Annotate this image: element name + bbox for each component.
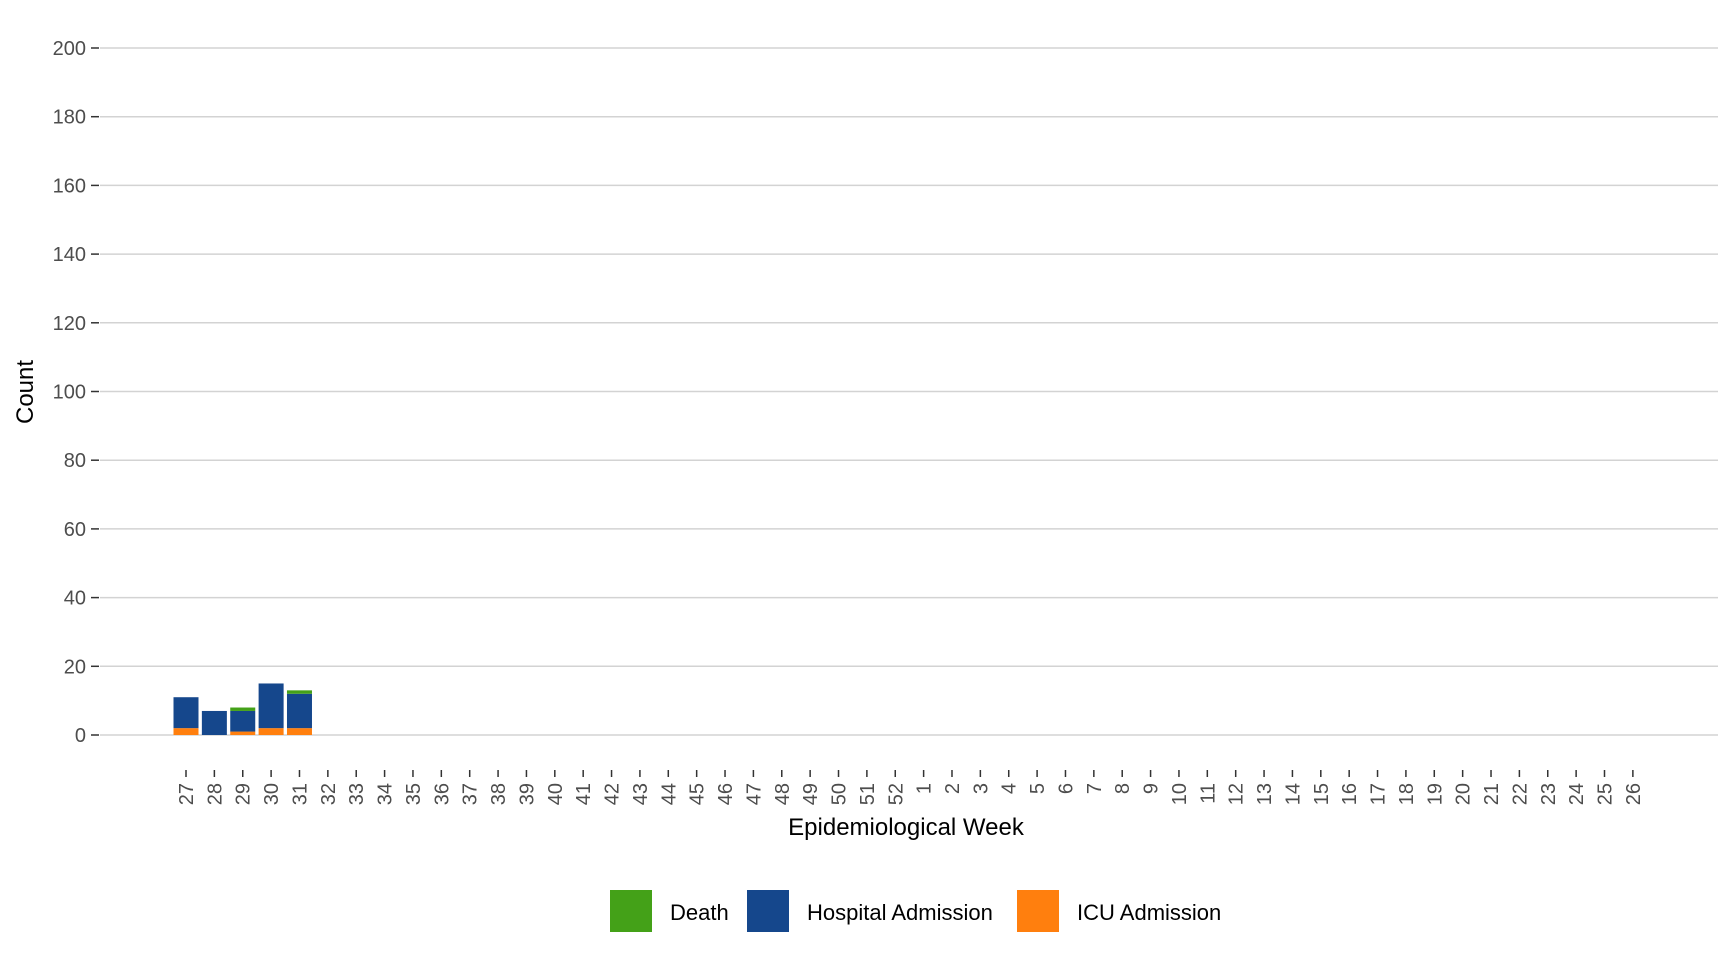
bars <box>173 683 312 735</box>
legend-label: Death <box>670 900 729 925</box>
x-tick-label: 34 <box>375 783 397 805</box>
x-tick-label: 18 <box>1396 783 1418 805</box>
x-tick-label: 41 <box>573 783 595 805</box>
x-tick-label: 26 <box>1623 783 1645 805</box>
x-tick-label: 23 <box>1538 783 1560 805</box>
y-tick-label: 120 <box>53 313 86 335</box>
x-tick-label: 3 <box>970 783 992 794</box>
legend-swatch <box>1017 890 1059 932</box>
x-tick-label: 52 <box>885 783 907 805</box>
x-tick-label: 31 <box>289 783 311 805</box>
bar-segment <box>258 683 284 729</box>
grid-lines <box>100 47 1718 736</box>
x-tick-label: 36 <box>431 783 453 805</box>
x-tick-label: 11 <box>1197 783 1219 804</box>
x-tick-label: 16 <box>1339 783 1361 805</box>
x-tick-label: 32 <box>318 783 340 805</box>
x-tick-label: 22 <box>1509 783 1531 805</box>
y-tick-label: 100 <box>53 382 86 404</box>
x-tick-label: 30 <box>261 783 283 805</box>
bar-segment <box>201 710 227 735</box>
y-tick-label: 60 <box>64 519 86 541</box>
bar-segment <box>173 728 199 735</box>
x-tick-label: 47 <box>743 783 765 805</box>
x-tick-label: 46 <box>715 783 737 805</box>
x-tick-label: 38 <box>488 783 510 805</box>
x-axis-title: Epidemiological Week <box>788 814 1025 841</box>
x-tick-label: 25 <box>1595 783 1617 805</box>
x-tick-label: 17 <box>1368 783 1390 805</box>
y-axis: 0 20 40 60 80 100 120 140 160 180 200 <box>53 38 99 747</box>
y-tick-label: 0 <box>75 725 86 747</box>
y-tick-label: 40 <box>64 588 86 610</box>
bar-segment <box>230 707 256 711</box>
y-tick-label: 140 <box>53 244 86 266</box>
x-tick-label: 37 <box>460 783 482 805</box>
y-tick-label: 80 <box>64 450 86 472</box>
y-tick-label: 20 <box>64 656 86 678</box>
legend-label: ICU Admission <box>1077 900 1221 925</box>
x-tick-label: 28 <box>204 783 226 805</box>
x-tick-label: 6 <box>1055 783 1077 794</box>
x-tick-label: 19 <box>1424 783 1446 805</box>
x-tick-label: 49 <box>800 783 822 805</box>
x-tick-label: 39 <box>516 783 538 805</box>
bar-segment <box>286 693 312 729</box>
x-tick-label: 2 <box>942 783 964 794</box>
bar-segment <box>230 710 256 732</box>
x-tick-label: 51 <box>857 783 879 805</box>
y-tick-label: 160 <box>53 175 86 197</box>
x-tick-label: 43 <box>630 783 652 805</box>
bar-segment <box>258 728 284 735</box>
y-axis-title: Count <box>12 360 39 424</box>
x-tick-label: 29 <box>233 783 255 805</box>
x-tick-label: 5 <box>1027 783 1049 794</box>
bar-segment <box>173 697 199 729</box>
x-axis: 27 28 29 30 31 32 33 34 35 36 37 38 39 40 41 42 43 44 45 46… <box>176 770 1645 805</box>
x-tick-label: 50 <box>829 783 851 805</box>
x-tick-label: 33 <box>346 783 368 805</box>
x-tick-label: 27 <box>176 783 198 805</box>
x-tick-label: 45 <box>687 783 709 805</box>
x-tick-label: 8 <box>1112 783 1134 794</box>
legend-swatch <box>610 890 652 932</box>
x-tick-label: 7 <box>1084 783 1106 794</box>
x-tick-label: 10 <box>1169 783 1191 805</box>
x-tick-label: 35 <box>403 783 425 805</box>
x-tick-label: 20 <box>1453 783 1475 805</box>
x-tick-label: 14 <box>1282 783 1304 805</box>
x-tick-label: 9 <box>1141 783 1163 794</box>
bar-segment <box>230 731 256 735</box>
x-tick-label: 13 <box>1254 783 1276 805</box>
legend-label: Hospital Admission <box>807 900 993 925</box>
x-tick-label: 12 <box>1226 783 1248 805</box>
y-tick-label: 200 <box>53 38 86 60</box>
y-tick-label: 180 <box>53 107 86 129</box>
bar-segment <box>286 690 312 694</box>
x-tick-label: 44 <box>658 783 680 805</box>
x-tick-label: 21 <box>1481 783 1503 805</box>
x-tick-label: 1 <box>914 783 936 794</box>
x-tick-label: 40 <box>545 783 567 805</box>
legend: Death Hospital Admission ICU Admission <box>610 890 1221 932</box>
legend-swatch <box>747 890 789 932</box>
x-tick-label: 48 <box>772 783 794 805</box>
x-tick-label: 42 <box>602 783 624 805</box>
x-tick-label: 24 <box>1566 783 1588 805</box>
x-tick-label: 15 <box>1311 783 1333 805</box>
bar-segment <box>286 728 312 735</box>
x-tick-label: 4 <box>999 783 1021 794</box>
